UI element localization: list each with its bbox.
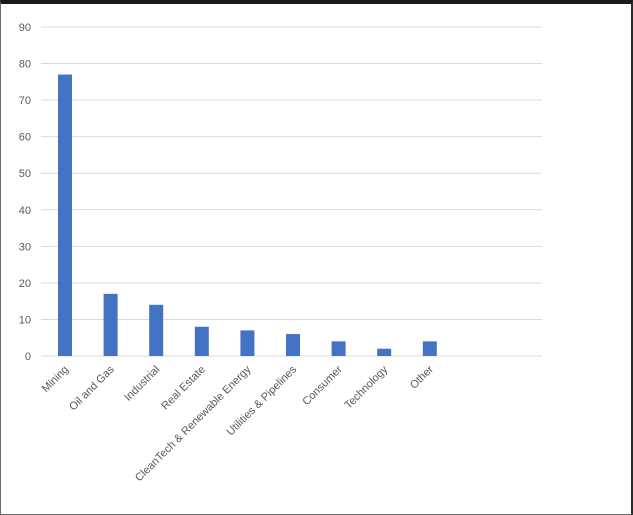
bar-other [422, 341, 437, 356]
bar-technology [377, 348, 392, 356]
bar-cleantech-renewable-energy [240, 330, 255, 356]
x-tick-label: Oil and Gas [67, 363, 117, 413]
y-tick-label: 40 [19, 205, 31, 217]
bar-mining [58, 74, 72, 357]
y-tick-label: 90 [19, 22, 31, 34]
bar-oil-and-gas [103, 293, 118, 356]
x-tick-label: Other [408, 363, 436, 391]
y-tick-label: 50 [19, 168, 31, 180]
y-tick-label: 30 [19, 241, 31, 253]
bars [58, 74, 437, 357]
y-tick-label: 0 [25, 351, 31, 363]
bar-utilities-pipelines [286, 334, 300, 356]
y-tick-label: 20 [19, 278, 31, 290]
gridlines [41, 26, 542, 357]
bar-real-estate [194, 326, 209, 356]
bar-industrial [149, 304, 164, 356]
x-tick-label: Technology [342, 363, 390, 411]
y-tick-label: 60 [19, 132, 31, 144]
bar-consumer [331, 341, 346, 356]
y-axis-ticks: 0 10 20 30 40 50 60 70 80 90 [19, 22, 31, 363]
x-tick-label: Industrial [122, 364, 162, 404]
y-tick-label: 70 [19, 95, 31, 107]
x-tick-label: Real Estate [159, 364, 208, 413]
y-tick-label: 80 [19, 59, 31, 71]
x-tick-label: Consumer [300, 363, 345, 408]
x-tick-label: Mining [40, 364, 71, 395]
y-tick-label: 10 [19, 314, 31, 326]
